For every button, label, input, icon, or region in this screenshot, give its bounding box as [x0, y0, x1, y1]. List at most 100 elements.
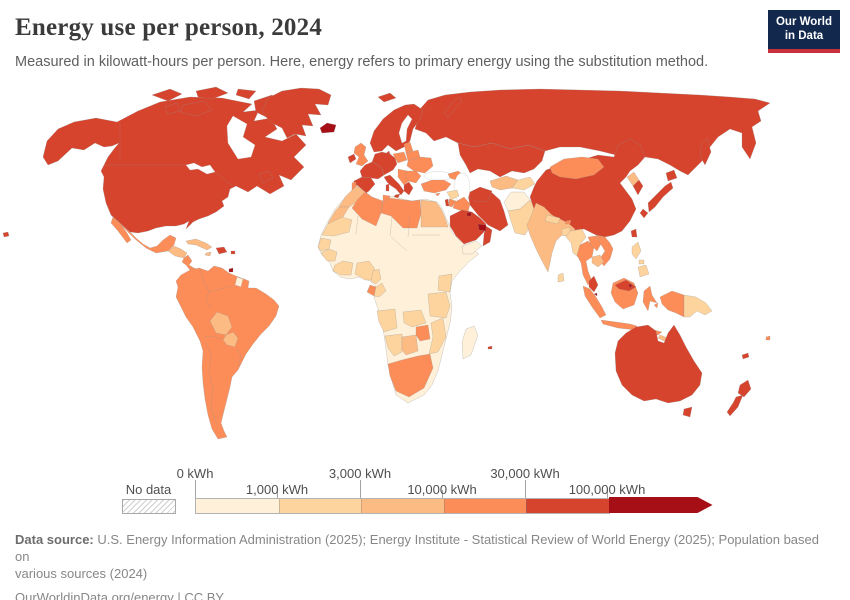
country-mozambique[interactable] — [428, 317, 447, 355]
country-poland[interactable] — [392, 151, 408, 164]
country-paraguay[interactable] — [222, 331, 239, 348]
country-senegal[interactable] — [317, 237, 332, 252]
country-guinea[interactable] — [320, 248, 338, 262]
country-guatemala-honduras[interactable] — [167, 245, 188, 259]
owid-logo[interactable]: Our World in Data — [768, 10, 840, 53]
country-botswana[interactable] — [401, 334, 419, 356]
no-data-swatch[interactable] — [122, 499, 176, 514]
country-yemen[interactable] — [461, 240, 483, 255]
country-west-balkans[interactable] — [397, 168, 410, 186]
country-ivory-coast-ghana[interactable] — [332, 260, 354, 276]
legend-segment-1[interactable] — [196, 499, 279, 513]
country-singapore[interactable] — [593, 292, 598, 297]
country-puerto-rico[interactable] — [230, 250, 236, 255]
country-namibia[interactable] — [384, 333, 403, 357]
country-libya[interactable] — [380, 197, 422, 229]
country-jamaica[interactable] — [204, 251, 212, 257]
country-fiji[interactable] — [765, 335, 771, 341]
country-sri-lanka[interactable] — [557, 272, 565, 283]
country-kyrgyzstan-tajikistan[interactable] — [511, 176, 536, 191]
country-japan-kyushu[interactable] — [639, 208, 649, 219]
country-arctic-island-1[interactable] — [151, 88, 183, 102]
country-suriname[interactable] — [234, 276, 244, 288]
country-madagascar[interactable] — [461, 325, 479, 360]
country-svalbard[interactable] — [377, 92, 397, 103]
country-central-europe[interactable] — [371, 151, 398, 176]
country-australia[interactable] — [614, 324, 703, 404]
country-sardinia[interactable] — [385, 183, 390, 192]
country-zambia[interactable] — [402, 309, 427, 328]
country-brunei[interactable] — [627, 283, 633, 289]
country-malaysia-peninsula[interactable] — [588, 275, 599, 293]
country-java[interactable] — [600, 319, 638, 331]
country-mauritania[interactable] — [321, 216, 353, 237]
country-novaya-zemlya[interactable] — [443, 96, 463, 119]
country-mexico[interactable] — [110, 214, 177, 254]
country-iceland[interactable] — [319, 122, 337, 134]
country-trinidad[interactable] — [228, 267, 234, 273]
country-laos[interactable] — [587, 235, 602, 252]
country-maluku[interactable] — [653, 302, 659, 309]
country-victoria-island[interactable] — [180, 100, 213, 117]
country-malaysia-borneo[interactable] — [614, 279, 637, 292]
country-turkey[interactable] — [420, 179, 452, 194]
country-cyprus[interactable] — [434, 192, 441, 197]
country-new-zealand-north[interactable] — [737, 379, 752, 398]
country-arctic-island-3[interactable] — [235, 88, 257, 100]
country-greenland[interactable] — [261, 87, 332, 139]
country-angola[interactable] — [376, 308, 398, 333]
owid-link-license[interactable]: OurWorldinData.org/energy | CC BY — [15, 590, 225, 600]
country-zimbabwe[interactable] — [415, 324, 431, 342]
country-hispaniola[interactable] — [215, 246, 228, 255]
country-sulawesi[interactable] — [642, 285, 658, 312]
country-tasmania[interactable] — [682, 406, 693, 418]
country-south-korea[interactable] — [632, 179, 644, 196]
country-kazakhstan[interactable] — [457, 142, 546, 178]
country-south-america[interactable] — [175, 265, 280, 440]
country-cameroon[interactable] — [370, 268, 382, 285]
country-kenya[interactable] — [437, 273, 453, 293]
country-newfoundland[interactable] — [258, 170, 274, 184]
legend-segment-2[interactable] — [278, 499, 361, 513]
country-south-africa[interactable] — [387, 353, 434, 398]
country-mongolia[interactable] — [549, 156, 605, 180]
country-scandinavia[interactable] — [369, 103, 424, 153]
country-greece[interactable] — [403, 181, 414, 196]
country-cuba[interactable] — [185, 238, 213, 251]
country-jordan[interactable] — [448, 198, 457, 208]
country-bhutan[interactable] — [564, 219, 572, 225]
country-hawaii[interactable] — [2, 231, 10, 238]
country-syria[interactable] — [446, 189, 460, 201]
legend-segment-3[interactable] — [361, 499, 444, 513]
legend-segment-6-arrow[interactable] — [609, 497, 713, 513]
country-new-caledonia[interactable] — [741, 352, 750, 360]
country-ukraine[interactable] — [406, 156, 434, 174]
country-cambodia[interactable] — [591, 254, 605, 268]
legend-segment-4[interactable] — [443, 499, 526, 513]
country-taiwan[interactable] — [630, 228, 638, 238]
country-uae-qatar[interactable] — [477, 223, 487, 232]
country-philippines-luzon[interactable] — [631, 241, 642, 260]
country-mauritius[interactable] — [487, 345, 493, 350]
country-papua-new-guinea[interactable] — [683, 294, 713, 318]
country-congo[interactable] — [373, 282, 387, 298]
country-sakhalin[interactable] — [699, 137, 712, 166]
country-italy[interactable] — [383, 174, 405, 196]
country-philippines-mindanao[interactable] — [637, 264, 650, 278]
country-papua-indonesia[interactable] — [659, 290, 685, 318]
country-egypt[interactable] — [420, 199, 449, 228]
country-bolivia[interactable] — [209, 311, 233, 336]
country-japan-honshu[interactable] — [647, 181, 674, 213]
country-tanzania[interactable] — [427, 291, 451, 319]
country-saudi-arabia[interactable] — [449, 209, 487, 245]
country-baja-california[interactable] — [110, 216, 132, 244]
country-nepal[interactable] — [544, 214, 561, 225]
country-ireland[interactable] — [347, 153, 357, 164]
country-kuwait[interactable] — [466, 211, 472, 217]
country-turkmenistan[interactable] — [467, 186, 493, 203]
country-arctic-island-2[interactable] — [195, 86, 229, 100]
country-algeria[interactable] — [351, 191, 384, 227]
legend-segment-5[interactable] — [526, 499, 609, 513]
country-philippines-visayas[interactable] — [638, 259, 645, 265]
country-united-kingdom[interactable] — [353, 142, 369, 167]
